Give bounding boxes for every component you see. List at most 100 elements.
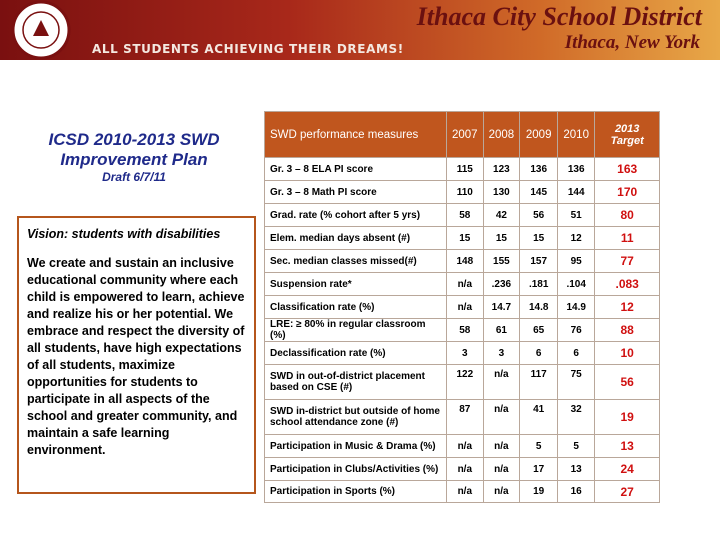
table-cell: 58 xyxy=(446,318,484,342)
table-cell: 3 xyxy=(446,341,484,365)
table-cell: .236 xyxy=(482,272,521,296)
table-row: Gr. 3 – 8 ELA PI score 115 123 136 136 163 xyxy=(264,157,661,181)
table-cell: Elem. median days absent (#) xyxy=(264,226,447,250)
header-cell: 2013 Target xyxy=(594,111,661,158)
table-cell: 15 xyxy=(446,226,484,250)
table-cell: 27 xyxy=(594,480,661,503)
table-cell: LRE: ≥ 80% in regular classroom (%) xyxy=(264,318,447,342)
banner: Ithaca City School District Ithaca, New … xyxy=(0,0,720,60)
table-cell: 14.8 xyxy=(519,295,559,319)
title: ICSD 2010-2013 SWD Improvement Plan Draf… xyxy=(16,130,252,184)
table-cell: n/a xyxy=(446,434,484,458)
tagline: ALL STUDENTS ACHIEVING THEIR DREAMS! xyxy=(92,42,404,56)
table-cell: 24 xyxy=(594,457,661,481)
table-cell: 5 xyxy=(557,434,596,458)
table-cell: 15 xyxy=(482,226,521,250)
table-cell: 32 xyxy=(557,399,596,435)
table-cell: 58 xyxy=(446,203,484,227)
table-cell: 11 xyxy=(594,226,661,250)
table-cell: 148 xyxy=(446,249,484,273)
table-cell: 65 xyxy=(519,318,559,342)
table-row: Gr. 3 – 8 Math PI score 110 130 145 144 170 xyxy=(264,180,661,204)
district-name: Ithaca City School District xyxy=(416,2,702,31)
table-cell: Gr. 3 – 8 Math PI score xyxy=(264,180,447,204)
table-cell: 117 xyxy=(519,364,559,400)
table-cell: 157 xyxy=(519,249,559,273)
table-cell: 145 xyxy=(519,180,559,204)
table-cell: n/a xyxy=(446,457,484,481)
table-cell: 155 xyxy=(482,249,521,273)
table-cell: Participation in Clubs/Activities (%) xyxy=(264,457,447,481)
table-cell: 136 xyxy=(519,157,559,181)
table-cell: Suspension rate* xyxy=(264,272,447,296)
performance-table: SWD performance measures 2007 2008 2009 2010… xyxy=(264,111,661,503)
logo xyxy=(11,0,71,60)
table-cell: .104 xyxy=(557,272,596,296)
title-line: ICSD 2010-2013 SWD xyxy=(48,130,220,149)
table-row: Participation in Clubs/Activities (%) n/a… xyxy=(264,457,661,481)
table-cell: 3 xyxy=(482,341,521,365)
table-cell: 6 xyxy=(519,341,559,365)
table-row: Sec. median classes missed(#) 148 155 157 95… xyxy=(264,249,661,273)
table-cell: 95 xyxy=(557,249,596,273)
header-cell: SWD performance measures xyxy=(264,111,447,158)
table-cell: n/a xyxy=(446,295,484,319)
table-row: Suspension rate* n/a .236.181.104.083 xyxy=(264,272,661,296)
table-cell: 75 xyxy=(557,364,596,400)
table-row: Participation in Music & Drama (%) n/a n/a… xyxy=(264,434,661,458)
table-cell: Gr. 3 – 8 ELA PI score xyxy=(264,157,447,181)
table-cell: 14.7 xyxy=(482,295,521,319)
table-cell: .083 xyxy=(594,272,661,296)
table-cell: 144 xyxy=(557,180,596,204)
table-cell: 42 xyxy=(482,203,521,227)
table-row: Declassification rate (%) 3 3 6 6 10 xyxy=(264,341,661,365)
table-cell: 15 xyxy=(519,226,559,250)
header-cell: 2008 xyxy=(482,111,521,158)
table-cell: 123 xyxy=(482,157,521,181)
table-row: SWD in-district but outside of home scho… xyxy=(264,399,661,435)
table-cell: 6 xyxy=(557,341,596,365)
table-cell: n/a xyxy=(482,480,521,503)
table-cell: 136 xyxy=(557,157,596,181)
table-cell: 12 xyxy=(594,295,661,319)
table-cell: .181 xyxy=(519,272,559,296)
table-cell: 16 xyxy=(557,480,596,503)
table-cell: 13 xyxy=(557,457,596,481)
table-row: Participation in Sports (%) n/a n/a 19 16 27 xyxy=(264,480,661,503)
table-cell: n/a xyxy=(482,434,521,458)
table-cell: 10 xyxy=(594,341,661,365)
table-cell: Participation in Music & Drama (%) xyxy=(264,434,447,458)
table-row: Grad. rate (% cohort after 5 yrs) 58 42 56 5… xyxy=(264,203,661,227)
table-row: Classification rate (%) n/a 14.7 14.8 14.9 12 xyxy=(264,295,661,319)
header-row: SWD performance measures 2007 2008 2009 2010… xyxy=(264,111,661,158)
title-line: Improvement Plan xyxy=(60,150,208,169)
table-cell: SWD in out-of-district placement based o… xyxy=(264,364,447,400)
table-cell: n/a xyxy=(482,399,521,435)
table-cell: 5 xyxy=(519,434,559,458)
table-cell: 56 xyxy=(519,203,559,227)
table-cell: n/a xyxy=(482,457,521,481)
table-row: SWD in out-of-district placement based o… xyxy=(264,364,661,400)
table-cell: 19 xyxy=(594,399,661,435)
table-cell: 122 xyxy=(446,364,484,400)
table-cell: 19 xyxy=(519,480,559,503)
table-cell: n/a xyxy=(446,272,484,296)
header-cell: 2009 xyxy=(519,111,559,158)
table-cell: Declassification rate (%) xyxy=(264,341,447,365)
draft-date: Draft 6/7/11 xyxy=(102,170,166,184)
table-cell: 170 xyxy=(594,180,661,204)
table-cell: 88 xyxy=(594,318,661,342)
vision-text: We create and sustain an inclusive educa… xyxy=(27,256,245,457)
vision-heading: Vision: students with disabilities xyxy=(27,227,221,241)
table-cell: 80 xyxy=(594,203,661,227)
header-cell: 2010 xyxy=(557,111,596,158)
table-cell: 61 xyxy=(482,318,521,342)
table-cell: 51 xyxy=(557,203,596,227)
table-cell: 115 xyxy=(446,157,484,181)
table-cell: n/a xyxy=(446,480,484,503)
table-cell: 77 xyxy=(594,249,661,273)
table-cell: 14.9 xyxy=(557,295,596,319)
table-cell: Classification rate (%) xyxy=(264,295,447,319)
table-cell: 17 xyxy=(519,457,559,481)
